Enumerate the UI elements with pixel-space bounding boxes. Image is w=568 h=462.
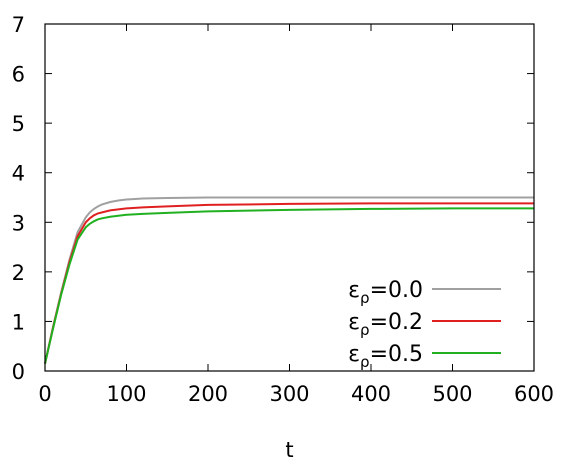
legend-label-base: ε	[348, 278, 360, 303]
y-tick-label: 7	[12, 13, 25, 37]
legend-label-value: =0.5	[370, 342, 423, 367]
legend-label-subscript: ρ	[360, 289, 370, 307]
y-tick-label: 6	[12, 63, 25, 87]
legend-label-subscript: ρ	[360, 353, 370, 371]
x-tick-label: 0	[38, 382, 51, 406]
x-tick-label: 100	[106, 382, 146, 406]
legend-entry-1: ερ=0.2	[348, 310, 501, 339]
y-tick-label: 5	[12, 112, 25, 136]
legend-entry-0: ερ=0.0	[348, 278, 501, 307]
series-line-0	[44, 196, 534, 364]
y-tick-label: 1	[12, 310, 25, 334]
y-tick-label: 4	[12, 162, 25, 186]
x-tick-label: 200	[188, 382, 228, 406]
series-line-2	[44, 207, 534, 364]
legend-label: ερ=0.2	[348, 310, 423, 339]
legend: ερ=0.0ερ=0.2ερ=0.5	[348, 278, 501, 371]
x-tick-label: 400	[351, 382, 391, 406]
legend-entry-2: ερ=0.5	[348, 342, 501, 371]
y-tick-label: 0	[12, 360, 25, 384]
y-tick-label: 3	[12, 211, 25, 235]
legend-label-base: ε	[348, 342, 360, 367]
axis-ticks: 0 100 200 300 400 500 600 0 1 2 3 4 5 6 7	[12, 13, 554, 406]
x-tick-label: 300	[269, 382, 309, 406]
legend-label: ερ=0.5	[348, 342, 423, 371]
legend-label-value: =0.0	[370, 278, 423, 303]
x-axis-label: t	[285, 438, 293, 462]
x-tick-label: 600	[514, 382, 554, 406]
y-tick-label: 2	[12, 261, 25, 285]
x-tick-label: 500	[432, 382, 472, 406]
legend-label: ερ=0.0	[348, 278, 423, 307]
chart-marks	[44, 196, 534, 364]
legend-label-subscript: ρ	[360, 321, 370, 339]
series-line-1	[44, 202, 534, 364]
legend-label-value: =0.2	[370, 310, 423, 335]
legend-label-base: ε	[348, 310, 360, 335]
